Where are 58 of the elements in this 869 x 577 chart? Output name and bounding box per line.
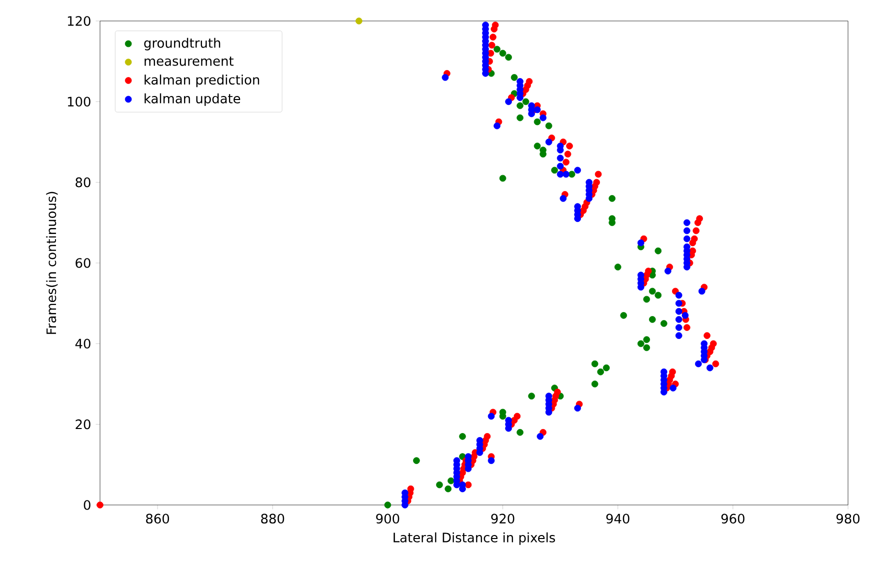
x-tick-label: 880 <box>261 514 284 524</box>
point <box>505 54 512 61</box>
y-tick-label: 60 <box>76 258 90 268</box>
point <box>436 481 443 488</box>
point <box>510 74 518 81</box>
point <box>444 485 452 492</box>
point <box>654 247 662 254</box>
y-tick-label: 100 <box>68 96 90 107</box>
point <box>356 18 362 24</box>
point <box>620 312 628 319</box>
point <box>591 360 598 368</box>
point <box>591 380 598 388</box>
y-tick-label: 80 <box>76 177 90 188</box>
point <box>384 502 392 508</box>
point <box>545 122 552 130</box>
point <box>499 50 506 57</box>
point <box>614 264 622 270</box>
point <box>643 336 650 344</box>
x-tick-label: 920 <box>491 514 514 524</box>
legend-label: kalman update <box>144 93 240 106</box>
x-tick-label: 960 <box>721 514 744 524</box>
point <box>516 428 524 436</box>
point <box>643 296 650 303</box>
y-tick-label: 20 <box>76 419 90 430</box>
y-axis-title: Frames(in continuous) <box>46 192 58 334</box>
point <box>448 477 454 484</box>
point <box>459 433 466 440</box>
point <box>637 340 644 348</box>
point <box>551 166 558 174</box>
point <box>516 114 524 122</box>
point <box>654 292 662 299</box>
x-axis-title: Lateral Distance in pixels <box>394 532 556 545</box>
point <box>499 174 506 182</box>
point <box>534 118 541 126</box>
legend-label: measurement <box>144 56 234 66</box>
x-tick-label: 940 <box>606 514 630 524</box>
point <box>602 364 610 372</box>
legend-label: kalman prediction <box>144 74 260 88</box>
point <box>494 46 500 53</box>
point <box>597 368 604 376</box>
x-tick-label: 860 <box>146 514 170 524</box>
point <box>660 320 668 327</box>
point <box>522 98 530 106</box>
point <box>413 457 420 464</box>
point <box>608 195 616 202</box>
y-tick-label: 120 <box>68 16 90 26</box>
point <box>648 288 656 295</box>
y-tick-label: 40 <box>75 338 90 349</box>
point <box>568 170 576 178</box>
legend-label: groundtruth <box>144 38 220 50</box>
x-tick-label: 900 <box>376 514 400 524</box>
point <box>516 102 524 110</box>
point <box>648 316 656 323</box>
point <box>534 142 541 150</box>
point <box>528 392 535 400</box>
point <box>643 344 650 352</box>
x-tick-label: 980 <box>836 514 860 524</box>
y-tick-label: 0 <box>84 500 90 510</box>
